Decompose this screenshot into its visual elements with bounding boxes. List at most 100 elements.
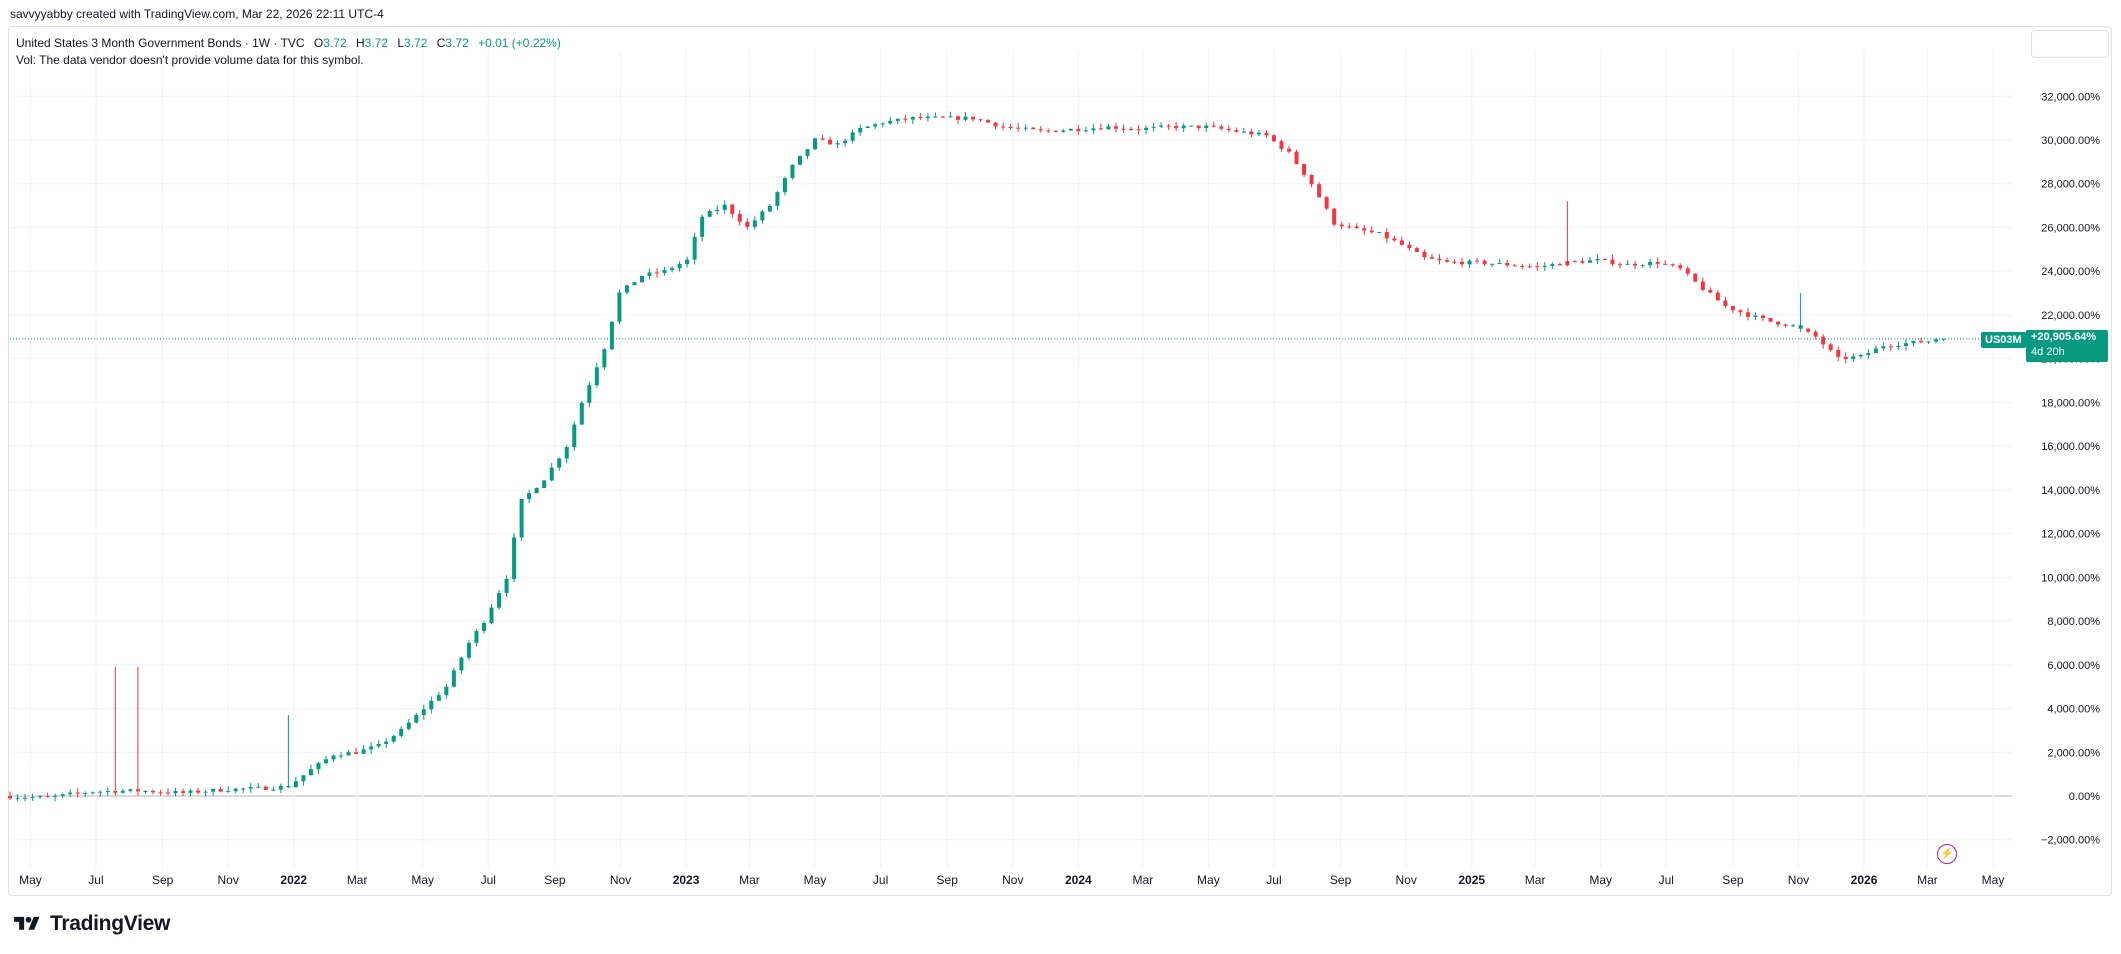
candle <box>361 745 366 754</box>
candle-body <box>1745 312 1750 317</box>
candle-body <box>865 126 870 128</box>
candle-body <box>83 793 88 795</box>
candle-body <box>572 424 577 448</box>
candle <box>15 794 20 801</box>
candle-body <box>587 385 592 403</box>
candle <box>1760 314 1765 322</box>
candle-body <box>1783 324 1788 326</box>
candle <box>1249 128 1254 138</box>
candle <box>346 749 351 756</box>
candle-body <box>278 785 283 790</box>
candle-body <box>497 592 502 608</box>
candle <box>497 589 502 610</box>
candle <box>188 788 193 797</box>
candle <box>670 266 675 273</box>
candle-body <box>880 123 885 125</box>
candle <box>256 783 261 789</box>
candle-body <box>421 709 426 715</box>
close-value: 3.72 <box>445 36 469 50</box>
candle <box>1226 125 1231 133</box>
candle <box>790 164 795 180</box>
candle-body <box>30 797 35 799</box>
candle-body <box>1001 126 1006 128</box>
time-tick-label: May <box>804 873 827 887</box>
candle-body <box>594 367 599 386</box>
candle <box>542 480 547 489</box>
symbol-title[interactable]: United States 3 Month Government Bonds ·… <box>16 36 305 50</box>
candle <box>1008 123 1013 130</box>
candle <box>1813 329 1818 340</box>
candle-body <box>1332 208 1337 225</box>
candle-body <box>1535 266 1540 268</box>
candle <box>828 136 833 145</box>
chart-pane[interactable] <box>8 26 2112 896</box>
candle-body <box>1685 268 1690 274</box>
time-tick-label: May <box>1197 873 1220 887</box>
candle-body <box>38 796 43 798</box>
candle <box>429 696 434 714</box>
candle-body <box>1271 135 1276 142</box>
candle-body <box>135 789 140 792</box>
candle <box>466 640 471 661</box>
candle <box>8 791 12 800</box>
candle <box>1038 126 1043 133</box>
candle <box>1460 257 1465 268</box>
candle <box>1354 223 1359 229</box>
candle-body <box>617 292 622 322</box>
candle <box>1708 287 1713 294</box>
candle-body <box>858 127 863 133</box>
candle <box>1557 262 1562 266</box>
candle-body <box>1490 263 1495 265</box>
candle-body <box>1294 151 1299 164</box>
candle-body <box>444 686 449 696</box>
time-tick-label: Sep <box>1330 873 1352 887</box>
candle-body <box>1038 129 1043 131</box>
candle-body <box>1550 264 1555 266</box>
time-tick-label: Jul <box>1659 873 1674 887</box>
lightning-icon[interactable]: ⚡ <box>1937 844 1957 864</box>
open-label: O <box>313 36 324 50</box>
candle <box>1505 260 1510 268</box>
candle <box>527 489 532 504</box>
candle-body <box>1505 262 1510 266</box>
candle <box>895 118 900 125</box>
candle-body <box>609 321 614 350</box>
candle <box>60 793 65 799</box>
candle <box>579 400 584 425</box>
price-tick-label: 32,000.00% <box>2041 91 2100 103</box>
candle <box>1121 124 1126 133</box>
time-tick-label: May <box>411 873 434 887</box>
candle <box>1475 257 1480 264</box>
candle-body <box>700 216 705 237</box>
candle-body <box>813 138 818 150</box>
candle-body <box>940 116 945 118</box>
candle <box>1542 261 1547 272</box>
candle <box>1903 339 1908 351</box>
candle <box>1618 261 1623 269</box>
candle <box>1196 125 1201 131</box>
candle <box>1136 124 1141 135</box>
candle <box>624 284 629 295</box>
candle <box>1918 337 1923 343</box>
candle-body <box>1256 132 1261 135</box>
candle-body <box>369 746 374 750</box>
candle-body <box>158 792 163 794</box>
candle-body <box>1625 263 1630 265</box>
candle-body <box>504 579 509 593</box>
candle <box>1204 122 1209 133</box>
candle <box>459 656 464 674</box>
candle <box>376 740 381 749</box>
candle <box>1256 130 1261 136</box>
candle <box>993 122 998 130</box>
bar-countdown: 4d 20h <box>2031 346 2065 358</box>
candle-body <box>1399 240 1404 245</box>
candle-body <box>143 791 148 793</box>
candle <box>805 149 810 160</box>
candle <box>271 786 276 792</box>
candle <box>940 115 945 118</box>
candle-body <box>1414 248 1419 252</box>
candle <box>316 762 321 774</box>
pane-controls[interactable] <box>2031 30 2109 58</box>
candle-body <box>730 204 735 215</box>
